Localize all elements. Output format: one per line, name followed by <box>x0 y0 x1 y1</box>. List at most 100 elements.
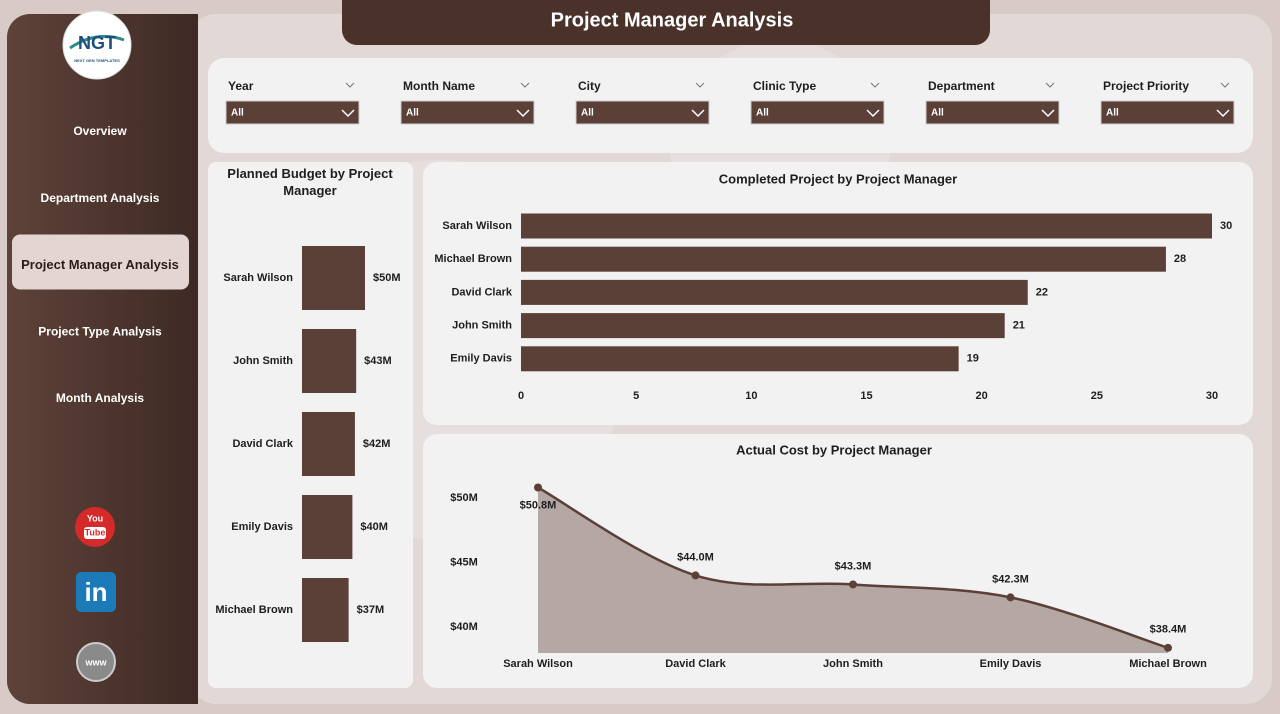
data-label: $42.3M <box>992 573 1029 585</box>
filter-label: Year <box>228 79 254 93</box>
filter-value: All <box>231 108 244 119</box>
filter-dropdown-chevron <box>341 109 355 118</box>
filter-label: Clinic Type <box>753 79 816 93</box>
logo-swoosh <box>69 34 125 50</box>
nav-active-bg <box>12 234 189 290</box>
point <box>1006 593 1015 602</box>
filter-value: All <box>931 108 944 119</box>
x-category-label: Sarah Wilson <box>503 658 573 670</box>
y-category-label: Sarah Wilson <box>223 272 293 284</box>
data-label: $43.3M <box>835 560 872 572</box>
nav-item[interactable]: Overview <box>73 124 127 138</box>
title-banner <box>342 0 990 45</box>
filter-value: All <box>756 108 769 119</box>
y-category-label: Emily Davis <box>231 521 293 533</box>
bar <box>521 246 1166 272</box>
x-category-label: John Smith <box>823 658 883 670</box>
data-label: $38.4M <box>1150 624 1187 636</box>
filter-value: All <box>581 108 594 119</box>
x-tick-label: 10 <box>745 390 757 402</box>
filter-dropdown[interactable] <box>750 100 885 125</box>
filter-chevron <box>345 82 355 88</box>
filter-label: Department <box>928 79 995 93</box>
filter-dropdown[interactable] <box>1100 100 1235 125</box>
data-label: 28 <box>1174 253 1186 265</box>
filter-label: Month Name <box>403 79 475 93</box>
filter-dropdown[interactable] <box>225 100 360 125</box>
filter-dropdown-chevron <box>1216 109 1230 118</box>
y-category-label: John Smith <box>452 320 512 332</box>
point <box>1164 643 1172 652</box>
data-label: $50.8M <box>520 499 557 511</box>
nav-item[interactable]: Project Type Analysis <box>38 324 162 338</box>
nav-item[interactable]: Department Analysis <box>41 191 160 205</box>
youtube-text: You <box>87 513 103 523</box>
youtube-tube <box>84 527 106 539</box>
filter-chevron <box>1045 82 1055 88</box>
y-tick-label: $45M <box>450 556 478 568</box>
logo-subtitle: NEXT GEN TEMPLATES <box>74 58 120 63</box>
x-category-label: David Clark <box>665 658 726 670</box>
y-tick-label: $40M <box>450 621 478 633</box>
linkedin-icon[interactable] <box>76 572 116 612</box>
filter-dropdown[interactable] <box>400 100 535 125</box>
point <box>849 580 857 589</box>
linkedin-text: in <box>84 577 107 607</box>
bar <box>302 246 365 310</box>
chart-title: Completed Project by Project Manager <box>719 171 957 186</box>
data-label: $42M <box>363 438 391 450</box>
nav-item[interactable]: Project Manager Analysis <box>21 257 179 272</box>
data-label: 22 <box>1036 286 1048 298</box>
chart-title: Planned Budget by Project Manager <box>227 166 393 198</box>
x-category-label: Emily Davis <box>980 658 1042 670</box>
filter-dropdown-chevron <box>516 109 530 118</box>
filter-dropdown-chevron <box>866 109 880 118</box>
y-category-label: David Clark <box>451 286 512 298</box>
x-tick-label: 15 <box>860 390 872 402</box>
chart-title: Actual Cost by Project Manager <box>736 442 932 457</box>
filter-dropdown[interactable] <box>575 100 710 125</box>
logo-text: NGT <box>78 33 116 53</box>
y-category-label: Michael Brown <box>434 253 512 265</box>
bar <box>302 495 353 559</box>
data-label: $44.0M <box>677 551 714 563</box>
y-category-label: Emily Davis <box>450 353 512 365</box>
x-tick-label: 30 <box>1206 390 1218 402</box>
point <box>534 483 542 492</box>
youtube-text: Tube <box>85 527 106 537</box>
filter-dropdown[interactable] <box>925 100 1060 125</box>
nav-item[interactable]: Month Analysis <box>56 391 145 405</box>
sidebar <box>7 14 198 704</box>
y-tick-label: $50M <box>450 492 478 504</box>
y-category-label: David Clark <box>232 438 293 450</box>
filter-label: Project Priority <box>1103 79 1189 93</box>
x-tick-label: 5 <box>633 390 639 402</box>
data-label: 21 <box>1013 320 1025 332</box>
website-icon[interactable] <box>76 642 116 682</box>
data-label: $37M <box>357 604 385 616</box>
bar <box>302 412 355 476</box>
bar <box>521 213 1212 239</box>
filter-panel <box>208 58 1253 153</box>
x-category-label: Michael Brown <box>1129 658 1207 670</box>
filter-dropdown-chevron <box>1041 109 1055 118</box>
area <box>538 487 1168 653</box>
filter-label: City <box>578 79 601 93</box>
x-tick-label: 0 <box>518 390 524 402</box>
filter-value: All <box>406 108 419 119</box>
data-label: $40M <box>360 521 388 533</box>
logo <box>62 10 132 80</box>
bar <box>521 279 1028 305</box>
data-label: 19 <box>967 353 979 365</box>
filter-chevron <box>1220 82 1230 88</box>
y-category-label: Sarah Wilson <box>442 220 512 232</box>
website-text: www <box>84 657 107 667</box>
y-category-label: Michael Brown <box>215 604 293 616</box>
data-label: 30 <box>1220 220 1232 232</box>
x-tick-label: 25 <box>1091 390 1103 402</box>
bar <box>302 329 357 393</box>
filter-chevron <box>695 82 705 88</box>
bar <box>521 313 1005 339</box>
